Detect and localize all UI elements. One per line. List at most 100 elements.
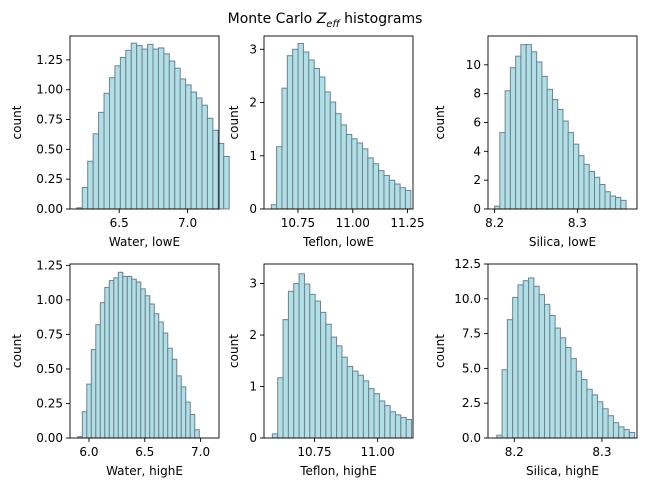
y-tick-label: 0.50 <box>36 142 63 156</box>
y-tick-label: 2.5 <box>462 396 481 410</box>
histogram-bar <box>612 422 620 439</box>
histogram-bar <box>368 388 375 439</box>
y-tick-label: 2 <box>249 96 257 110</box>
histogram-bar <box>356 142 363 210</box>
histogram-bar <box>578 155 585 210</box>
histogram-bar <box>389 411 396 439</box>
x-tick-label: 11.00 <box>336 216 370 230</box>
histogram-bar <box>206 117 214 210</box>
histogram-bar <box>302 51 310 210</box>
histogram-bar <box>190 91 198 210</box>
histogram-bar <box>185 401 191 439</box>
histogram-bar <box>541 75 548 210</box>
y-axis-label: count <box>433 105 447 139</box>
x-tick-label: 7.0 <box>178 216 197 230</box>
y-tick-label: 4 <box>473 144 481 158</box>
histogram-bar <box>388 179 396 210</box>
histogram-bar <box>609 195 617 210</box>
histogram-bar <box>575 370 583 439</box>
histogram-bar <box>597 401 604 439</box>
histogram-bar <box>314 300 322 439</box>
histogram-bar <box>378 170 385 210</box>
axes-frame <box>487 263 638 439</box>
histogram-bar <box>602 408 609 439</box>
y-tick-label: 0.75 <box>36 327 63 341</box>
histogram-bar <box>538 294 545 439</box>
histogram-bar <box>103 92 110 210</box>
histogram-bar <box>130 42 138 210</box>
histogram-bar <box>287 290 295 439</box>
histogram-bar <box>325 323 332 439</box>
y-axis-label: count <box>227 105 241 139</box>
histogram-bar <box>90 349 97 439</box>
histogram-bar <box>281 87 288 210</box>
histogram-bar <box>517 284 524 439</box>
histogram-bar <box>320 311 327 439</box>
histogram-bar <box>113 277 119 439</box>
histogram-bar <box>131 278 137 439</box>
histogram-bar <box>309 293 316 439</box>
histogram-bar <box>499 132 506 210</box>
x-axis-label: Water, highE <box>106 464 183 478</box>
y-tick-label: 2 <box>249 328 257 342</box>
histogram-bar <box>277 377 284 439</box>
axes-frame <box>263 35 414 210</box>
x-axis-label: Teflon, lowE <box>302 235 374 249</box>
y-tick-label: 7.5 <box>462 327 481 341</box>
y-tick-label: 0.50 <box>36 362 63 376</box>
histogram-bar <box>270 204 278 210</box>
histogram-bar <box>147 43 154 210</box>
y-tick-label: 0 <box>473 202 481 216</box>
histogram-bar <box>628 431 636 439</box>
histogram-bar <box>330 336 338 439</box>
histogram-bar <box>185 84 192 210</box>
x-tick-label: 6.5 <box>135 445 154 459</box>
histogram-bar <box>153 313 160 439</box>
histogram-bar <box>292 48 299 210</box>
histogram-bar <box>501 369 508 439</box>
histogram-bar <box>623 429 630 439</box>
histogram-bar <box>114 65 121 210</box>
x-tick-label: 7.0 <box>191 445 210 459</box>
y-tick-label: 12.5 <box>454 257 481 271</box>
histogram-bar <box>104 286 110 439</box>
histogram-bar <box>554 327 561 439</box>
figure-title: Monte Carlo Zeff histograms <box>228 11 423 30</box>
histogram-bar <box>530 51 538 210</box>
histogram-bar <box>543 303 551 439</box>
histogram-bar <box>581 379 588 439</box>
histogram-bar <box>99 302 106 439</box>
y-axis-label: count <box>10 334 24 368</box>
x-tick-label: 11.25 <box>390 216 424 230</box>
histogram-bar <box>383 174 390 210</box>
histogram-bar <box>522 280 530 439</box>
histogram-bar <box>567 132 574 210</box>
histogram-bar <box>394 183 401 210</box>
histogram-bar <box>549 315 556 439</box>
histogram-bar <box>378 400 386 439</box>
y-tick-label: 1 <box>249 380 257 394</box>
x-axis-label: Silica, highE <box>526 464 599 478</box>
x-tick-label: 10.75 <box>297 445 331 459</box>
histogram-bar <box>212 129 219 210</box>
y-tick-label: 2 <box>473 173 481 187</box>
y-tick-label: 10.0 <box>454 292 481 306</box>
histogram-bar <box>346 365 354 439</box>
histogram-bar <box>372 163 380 210</box>
histogram-bar <box>271 433 279 439</box>
histogram-bar <box>506 319 514 439</box>
histogram-bar <box>293 283 300 439</box>
y-tick-label: 10 <box>466 58 481 72</box>
histogram-bar <box>196 97 203 210</box>
histogram-bar <box>520 44 527 210</box>
histogram-bar <box>400 416 407 439</box>
y-tick-label: 3 <box>249 277 257 291</box>
histogram-panel-bottom-right: 0.0 2.5 5.0 7.5 10.0 12.5 8.2 8.3 Silica, highE c… <box>433 257 638 478</box>
histogram-bar <box>593 176 601 210</box>
x-tick-label: 6.0 <box>79 445 98 459</box>
histogram-bar <box>167 347 173 439</box>
histogram-bar <box>546 88 553 210</box>
x-tick-label: 10.75 <box>281 216 315 230</box>
histogram-bar <box>126 275 133 439</box>
histogram-bar <box>357 374 364 439</box>
